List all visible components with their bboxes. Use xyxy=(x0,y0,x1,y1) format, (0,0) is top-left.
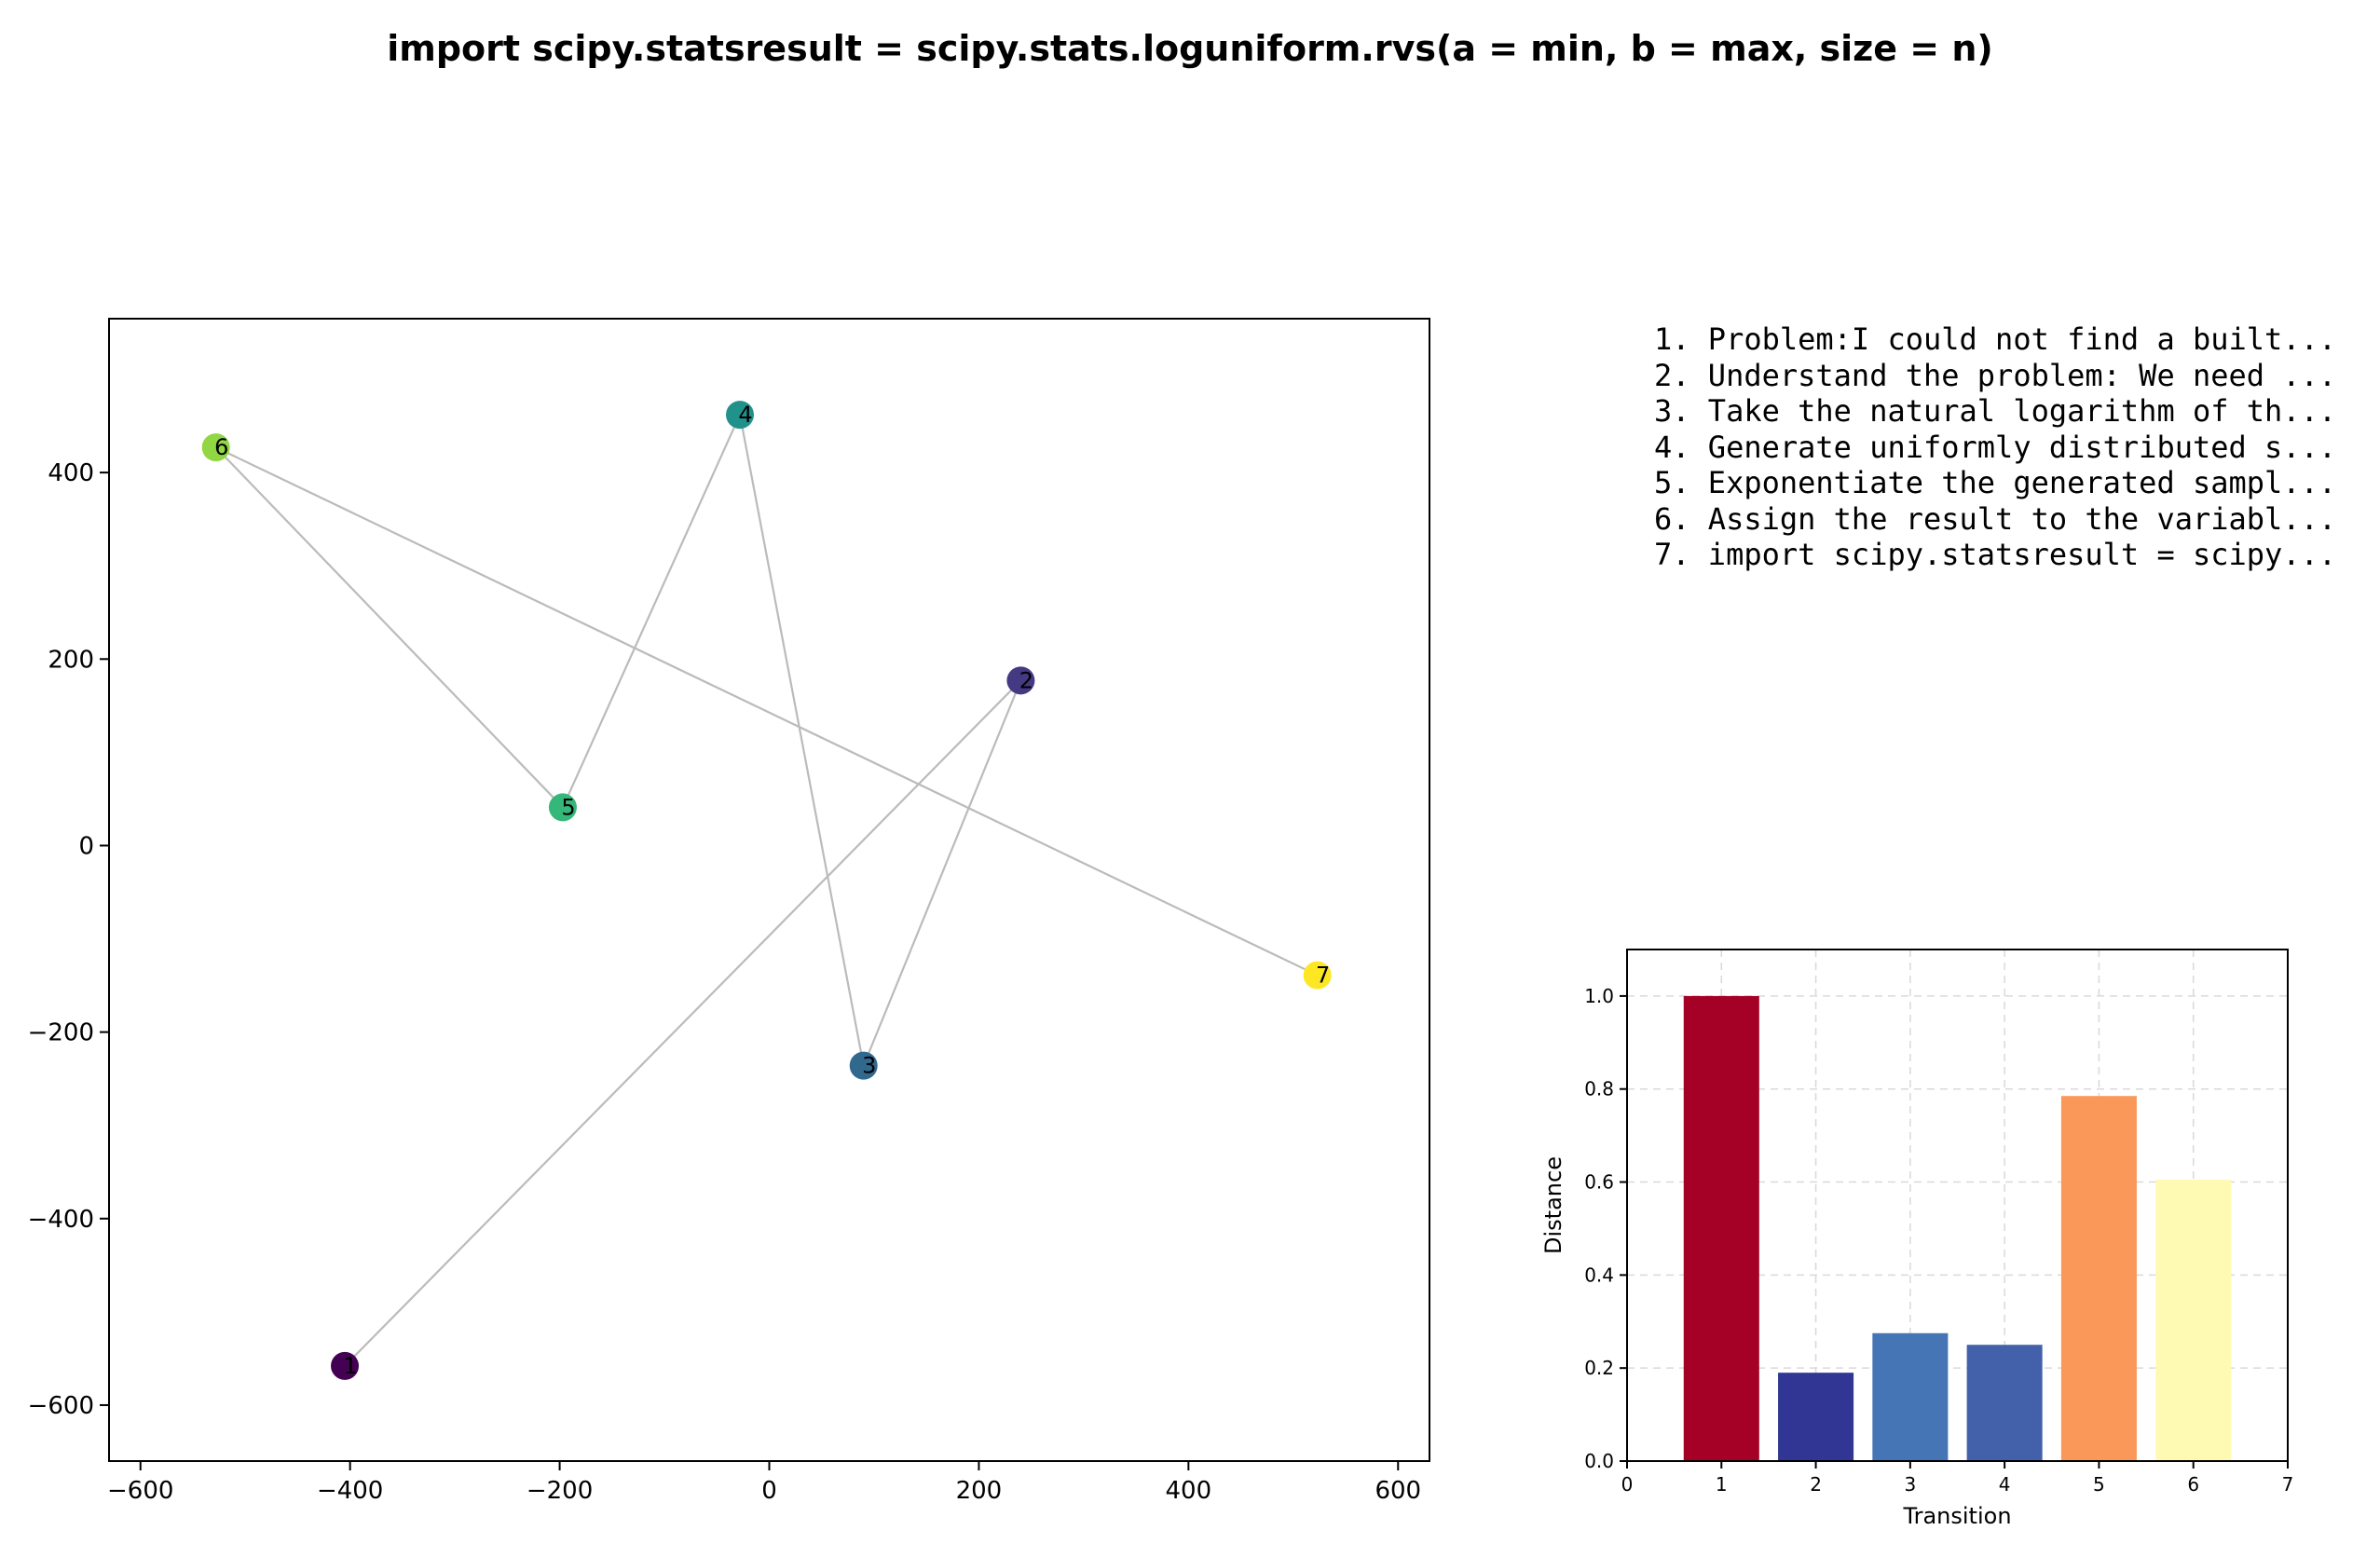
scatter-point-label: 3 xyxy=(862,1053,876,1079)
bar-y-tick-label: 0.0 xyxy=(1584,1450,1614,1472)
bar-y-axis-label: Distance xyxy=(1540,1156,1566,1254)
bar xyxy=(1778,1373,1854,1461)
bar-x-tick-label: 0 xyxy=(1621,1473,1634,1496)
x-tick-label: −400 xyxy=(317,1477,383,1505)
scatter-connector-line xyxy=(738,414,865,1066)
bar-x-tick-label: 1 xyxy=(1716,1473,1728,1496)
bar-x-tick-label: 3 xyxy=(1904,1473,1916,1496)
bar-x-tick-label: 5 xyxy=(2093,1473,2105,1496)
scatter-point-label: 5 xyxy=(561,794,575,820)
scatter-point-label: 4 xyxy=(738,402,752,428)
bar-y-tick-label: 0.4 xyxy=(1584,1264,1614,1286)
bar-y-tick-label: 1.0 xyxy=(1584,985,1614,1007)
scatter-point xyxy=(1006,666,1035,695)
y-tick-label: 0 xyxy=(78,832,94,860)
bar-x-tick-label: 7 xyxy=(2282,1473,2294,1496)
bar xyxy=(2060,1096,2137,1461)
y-tick-label: −400 xyxy=(28,1206,94,1234)
y-tick-label: 200 xyxy=(48,646,94,674)
bar-x-tick-label: 4 xyxy=(1999,1473,2011,1496)
bar-y-tick-label: 0.2 xyxy=(1584,1357,1614,1379)
scatter-point xyxy=(331,1351,360,1380)
scatter-point xyxy=(849,1051,878,1080)
bar xyxy=(2155,1180,2232,1461)
step-item: 2. Understand the problem: We need ... xyxy=(1654,357,2337,393)
scatter-point xyxy=(201,433,230,462)
bar xyxy=(1966,1345,2043,1461)
scatter-point-label: 6 xyxy=(214,434,228,460)
scatter-connector-line xyxy=(215,446,1319,977)
scatter-connector-line xyxy=(561,414,742,808)
scatter-point xyxy=(726,401,755,430)
x-tick-label: 200 xyxy=(956,1477,1003,1505)
x-tick-label: 0 xyxy=(761,1477,777,1505)
bar-y-tick-label: 0.6 xyxy=(1584,1171,1614,1194)
y-tick-label: 400 xyxy=(48,459,94,487)
step-item: 1. Problem:I could not find a built... xyxy=(1654,321,2337,357)
figure-title: import scipy.statsresult = scipy.stats.l… xyxy=(387,28,1993,69)
step-item: 7. import scipy.statsresult = scipy... xyxy=(1654,537,2337,572)
scatter-point-label: 1 xyxy=(343,1353,357,1379)
step-item: 5. Exponentiate the generated sampl... xyxy=(1654,465,2337,500)
step-item: 3. Take the natural logarithm of th... xyxy=(1654,393,2337,429)
bar-x-tick-label: 2 xyxy=(1810,1473,1822,1496)
bar-plot-frame xyxy=(1626,949,2289,1462)
bar-x-axis-label: Transition xyxy=(1902,1503,2011,1529)
step-item: 6. Assign the result to the variabl... xyxy=(1654,500,2337,537)
x-tick-label: 600 xyxy=(1375,1477,1421,1505)
bar xyxy=(1872,1332,1949,1461)
scatter-point-label: 7 xyxy=(1316,963,1330,989)
scatter-point-label: 2 xyxy=(1019,667,1033,693)
bar xyxy=(1683,995,1759,1461)
scatter-point xyxy=(548,793,577,822)
y-tick-label: −600 xyxy=(28,1392,94,1420)
x-tick-label: −200 xyxy=(527,1477,593,1505)
scatter-point xyxy=(1303,961,1332,990)
bar-y-tick-label: 0.8 xyxy=(1584,1078,1614,1100)
step-item: 4. Generate uniformly distributed s... xyxy=(1654,429,2337,465)
x-tick-label: 400 xyxy=(1166,1477,1212,1505)
x-tick-label: −600 xyxy=(107,1477,173,1505)
scatter-connector-line xyxy=(862,679,1022,1067)
y-tick-label: −200 xyxy=(28,1019,94,1047)
scatter-connector-line xyxy=(344,679,1022,1367)
scatter-connector-line xyxy=(214,446,564,809)
bar-x-tick-label: 6 xyxy=(2187,1473,2199,1496)
steps-list: 1. Problem:I could not find a built... 2.… xyxy=(1654,321,2336,573)
